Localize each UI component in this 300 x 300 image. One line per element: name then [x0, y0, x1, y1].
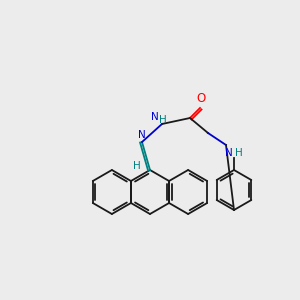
- Text: O: O: [196, 92, 206, 105]
- Text: N: N: [151, 112, 159, 122]
- Text: N: N: [138, 130, 146, 140]
- Text: H: H: [159, 115, 167, 125]
- Text: H: H: [235, 148, 243, 158]
- Text: H: H: [133, 161, 141, 171]
- Text: N: N: [225, 148, 233, 158]
